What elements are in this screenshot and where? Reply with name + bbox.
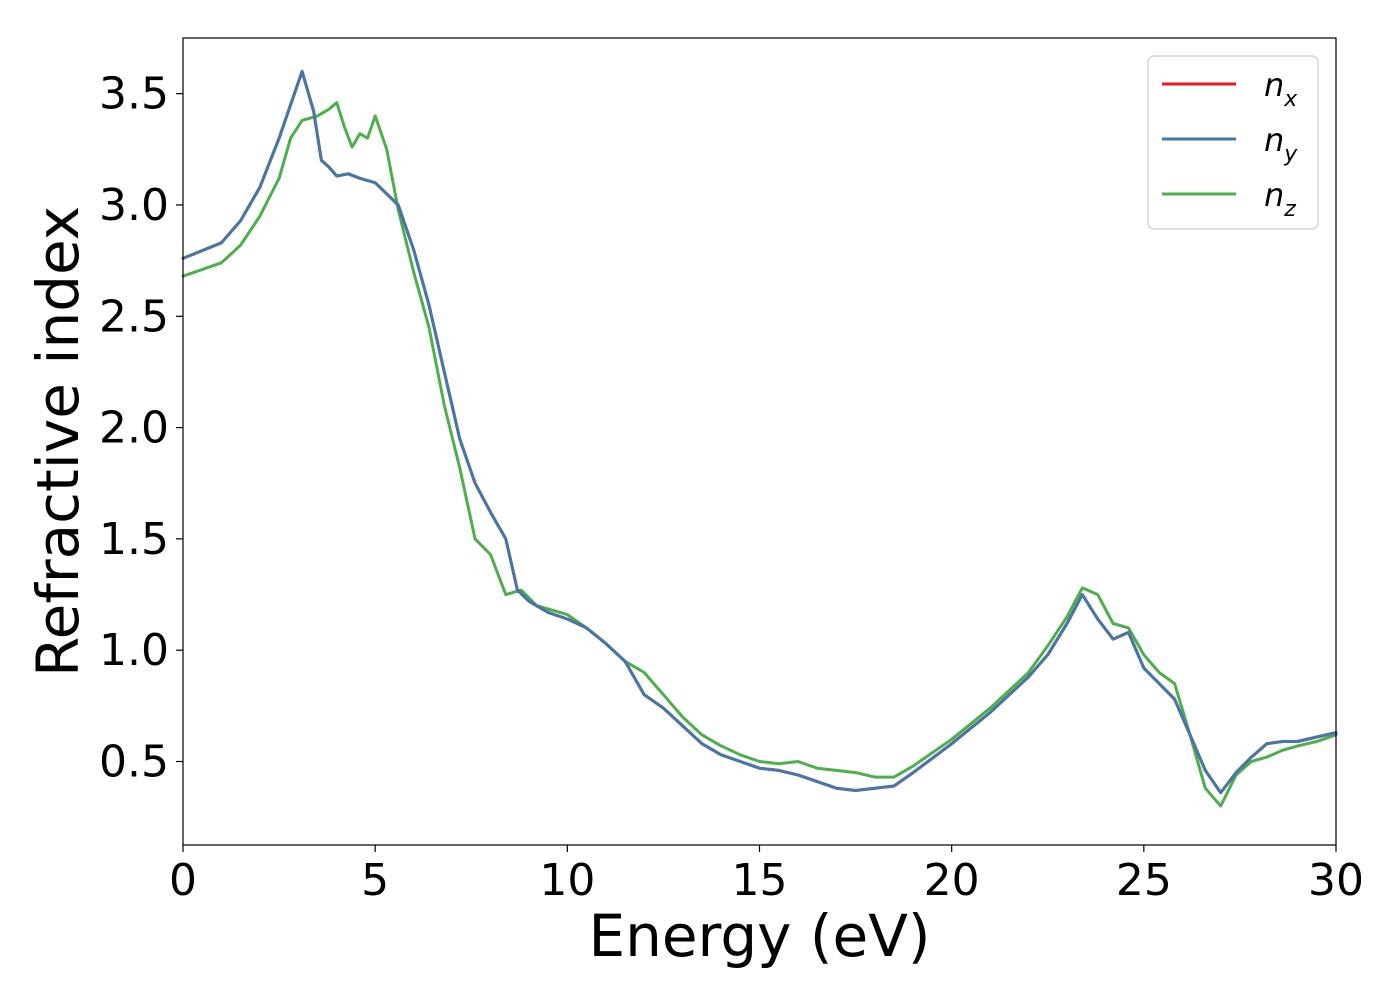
series-layer [181,69,1338,808]
y-axis: 0.5 1.0 1.5 2.0 2.5 3.0 3.5 [99,69,183,788]
y-tick-label: 2.0 [99,403,169,454]
x-tick-label: 10 [539,855,595,906]
legend-label-nx: nx [1264,66,1298,112]
x-axis-title: Energy (eV) [588,902,930,970]
y-tick-label: 1.5 [99,514,169,565]
legend-box [1147,55,1319,230]
y-axis-title: Refractive index [24,206,92,677]
legend-label-subscript: y [1283,142,1298,167]
series-line-ny [181,69,1338,795]
y-tick-label: 3.0 [99,180,169,231]
y-tick-label: 2.5 [99,291,169,342]
y-tick-label: 0.5 [99,737,169,788]
legend-label-base: n [1264,176,1284,214]
x-axis: 0 5 10 15 20 25 30 [169,845,1364,906]
legend-label-subscript: x [1283,87,1298,112]
x-tick-label: 25 [1116,855,1172,906]
x-tick-label: 15 [732,855,788,906]
y-tick-label: 1.0 [99,625,169,676]
x-tick-label: 20 [924,855,980,906]
series-line-nz [181,101,1338,808]
plot-background [183,38,1336,845]
legend-label-subscript: z [1283,197,1296,222]
x-tick-label: 0 [169,855,197,906]
legend-label-base: n [1264,121,1284,159]
y-tick-label: 3.5 [99,69,169,120]
x-tick-label: 30 [1308,855,1364,906]
legend-label-nz: nz [1264,176,1296,222]
x-tick-label: 5 [361,855,389,906]
legend-label-base: n [1264,66,1284,104]
legend-label-ny: ny [1264,121,1298,167]
